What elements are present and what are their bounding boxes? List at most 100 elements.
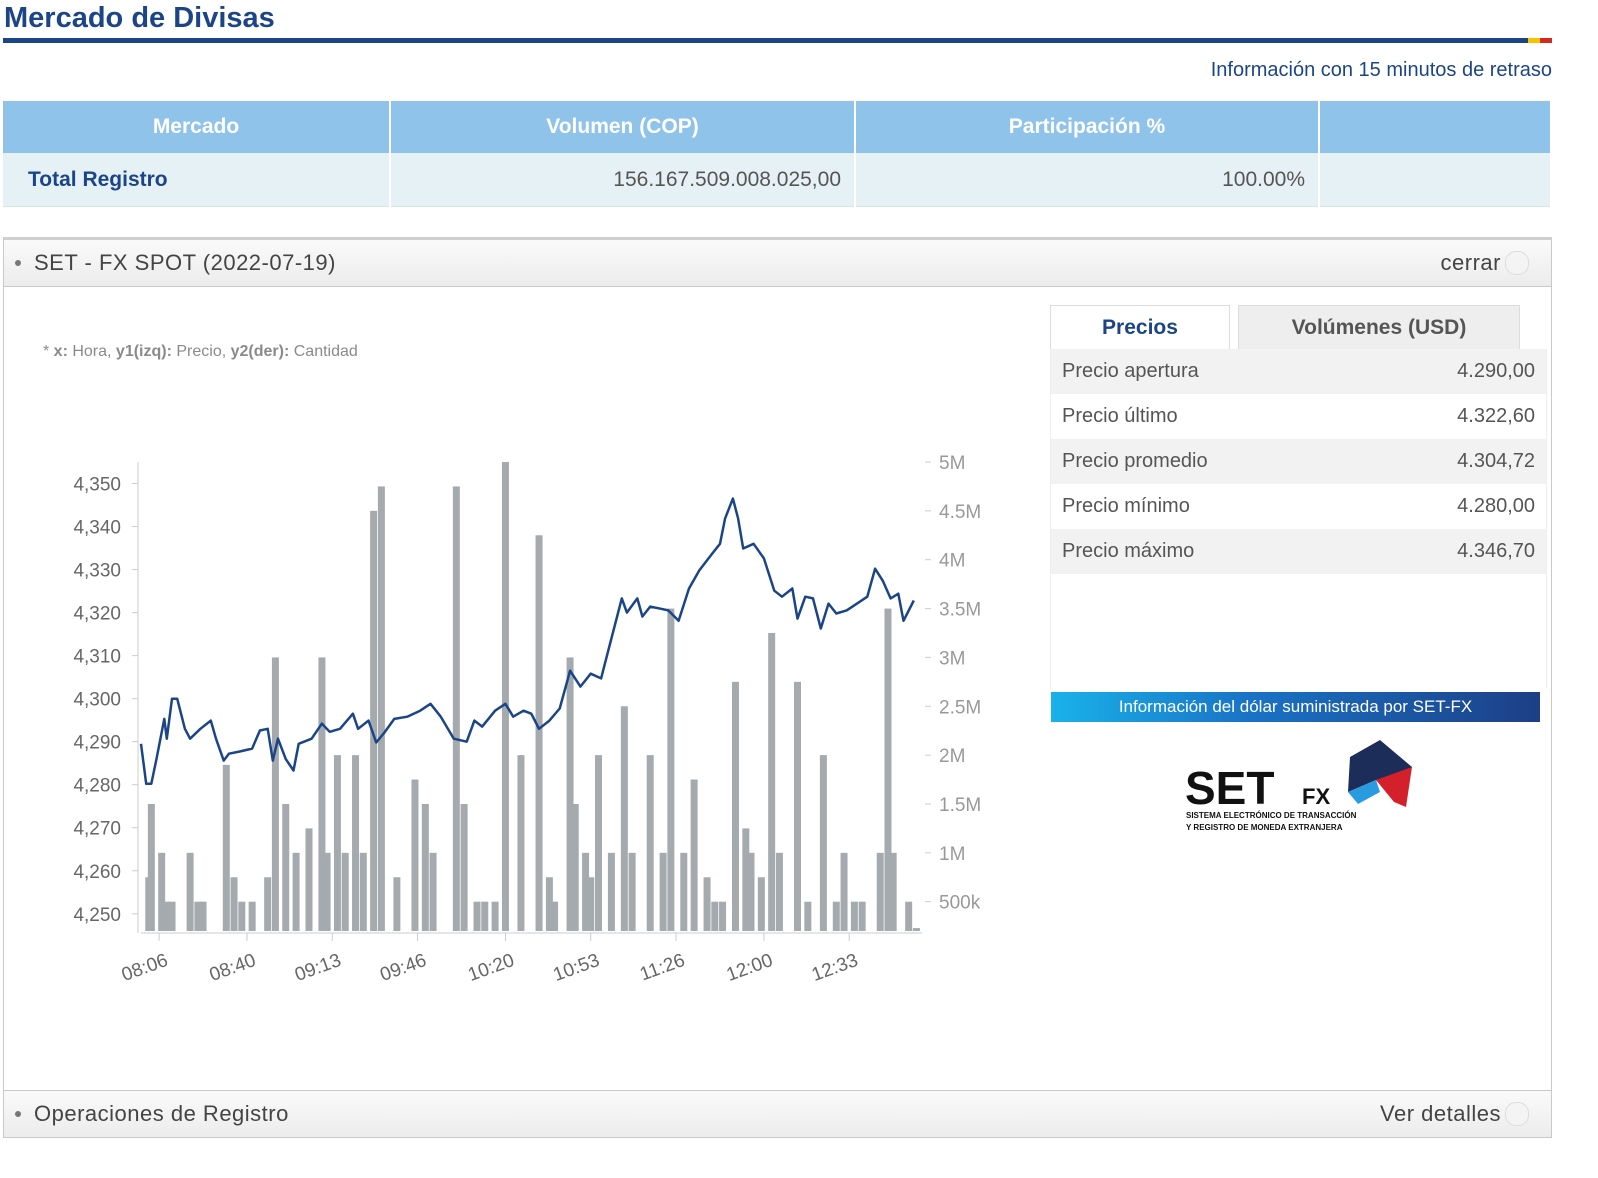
volume-bar bbox=[858, 901, 866, 931]
y2-tick-label: 2.5M bbox=[939, 697, 981, 718]
stat-value: 4.346,70 bbox=[1457, 540, 1535, 562]
panel-body bbox=[3, 285, 1552, 1090]
volume-bar bbox=[359, 852, 367, 931]
table-cell: 156.167.509.008.025,00 bbox=[390, 153, 856, 207]
source-banner: Información del dólar suministrada por S… bbox=[1051, 692, 1540, 722]
x-tick-label: 08:06 bbox=[119, 950, 171, 986]
title-rule bbox=[3, 38, 1552, 43]
stat-row: Precio último 4.322,60 bbox=[1051, 394, 1546, 439]
volume-bar bbox=[912, 928, 920, 931]
stat-row: Precio promedio 4.304,72 bbox=[1051, 439, 1546, 484]
volume-bar bbox=[587, 877, 595, 931]
volume-bar bbox=[163, 901, 171, 931]
volume-bar bbox=[757, 877, 765, 931]
y2-tick-label: 4M bbox=[939, 551, 965, 572]
volume-bar bbox=[370, 510, 378, 931]
volume-bar bbox=[889, 852, 897, 931]
volume-bar bbox=[186, 852, 194, 931]
logo-main: SET bbox=[1185, 762, 1274, 814]
volume-bar bbox=[775, 852, 783, 931]
volume-bar bbox=[703, 877, 711, 931]
details-button[interactable]: Ver detalles bbox=[1380, 1101, 1501, 1126]
column-header: Mercado bbox=[3, 101, 391, 153]
volume-bar bbox=[804, 901, 812, 931]
y-tick-label: 4,330 bbox=[73, 561, 121, 582]
stat-value: 4.304,72 bbox=[1457, 450, 1535, 472]
setfx-logo: SET FX SISTEMA ELECTRÓNICO DE TRANSACCIÓ… bbox=[1185, 740, 1412, 832]
x-tick-label: 09:13 bbox=[292, 950, 344, 986]
volume-bar bbox=[594, 755, 602, 931]
volume-bar bbox=[341, 852, 349, 931]
volume-bar bbox=[323, 852, 331, 931]
column-header bbox=[1319, 101, 1552, 153]
table-cell bbox=[1319, 153, 1552, 207]
volume-bar bbox=[566, 657, 574, 931]
chart: 4,250 4,260 4,270 4,280 4,290 4,300 4,310 4,320… bbox=[73, 453, 981, 986]
volume-bar bbox=[794, 681, 802, 931]
note-part: y2(der): bbox=[230, 343, 290, 360]
y-tick-label: 4,250 bbox=[73, 905, 121, 926]
stat-row: Precio mínimo 4.280,00 bbox=[1051, 484, 1546, 529]
volume-bar bbox=[747, 852, 755, 931]
panel-header[interactable]: SET - FX SPOT (2022-07-19) cerrar bbox=[3, 237, 1552, 287]
y2-tick-label: 1M bbox=[939, 844, 965, 865]
chart-note: * x: Hora, y1(izq): Precio, y2(der): Can… bbox=[43, 343, 358, 361]
x-tick-label: 08:40 bbox=[207, 950, 259, 986]
volume-bar bbox=[551, 901, 559, 931]
tab-active[interactable]: Precios bbox=[1050, 305, 1230, 350]
x-tick-label: 09:46 bbox=[377, 950, 429, 986]
volume-bar bbox=[393, 877, 401, 931]
panel-header[interactable]: Operaciones de Registro Ver detalles bbox=[3, 1090, 1552, 1138]
table-cell: Total Registro bbox=[3, 153, 391, 207]
volume-bar bbox=[194, 901, 202, 931]
y-tick-label: 4,280 bbox=[73, 776, 121, 797]
volume-bar bbox=[607, 852, 615, 931]
volume-bar bbox=[411, 779, 419, 931]
stat-label: Precio máximo bbox=[1062, 540, 1195, 562]
delay-notice: Información con 15 minutos de retraso bbox=[1210, 59, 1552, 81]
summary-table: Mercado Volumen (COP) Participación % To… bbox=[3, 101, 1552, 207]
tab[interactable]: Volúmenes (USD) bbox=[1238, 305, 1520, 350]
stat-value: 4.322,60 bbox=[1457, 405, 1535, 427]
volume-bar bbox=[517, 755, 525, 931]
y2-tick-label: 5M bbox=[939, 453, 965, 474]
volume-bar bbox=[168, 901, 176, 931]
volume-bar bbox=[819, 755, 827, 931]
y2-tick-label: 3M bbox=[939, 648, 965, 669]
close-button[interactable]: cerrar bbox=[1440, 250, 1501, 275]
price-line bbox=[139, 497, 915, 786]
column-header: Volumen (COP) bbox=[390, 101, 856, 153]
volume-bar bbox=[473, 901, 481, 931]
volume-bar bbox=[876, 852, 884, 931]
volume-bar bbox=[271, 657, 279, 931]
volume-bar bbox=[429, 852, 437, 931]
volume-bar bbox=[840, 852, 848, 931]
volume-bar bbox=[571, 803, 579, 931]
stat-label: Precio promedio bbox=[1062, 450, 1208, 472]
volume-bar bbox=[452, 486, 460, 931]
volume-bar bbox=[491, 901, 499, 931]
toggle-icon[interactable] bbox=[1505, 1102, 1529, 1126]
note-part: y1(izq): bbox=[115, 343, 172, 360]
volume-bar bbox=[646, 755, 654, 931]
volume-bar bbox=[352, 755, 360, 931]
volume-bar bbox=[292, 852, 300, 931]
y2-tick-label: 2M bbox=[939, 746, 965, 767]
stat-value: 4.290,00 bbox=[1457, 360, 1535, 382]
logo-shape bbox=[1376, 767, 1412, 807]
page-title: Mercado de Divisas bbox=[4, 2, 275, 34]
volume-bar bbox=[222, 764, 230, 931]
volume-bar bbox=[158, 852, 166, 931]
y-tick-label: 4,340 bbox=[73, 518, 121, 539]
x-tick-label: 12:33 bbox=[809, 950, 861, 986]
volume-bar bbox=[305, 828, 313, 931]
volume-bar bbox=[690, 779, 698, 931]
volume-bar bbox=[377, 486, 385, 931]
volume-bar bbox=[421, 803, 429, 931]
x-tick-label: 10:53 bbox=[551, 950, 603, 986]
y-tick-label: 4,350 bbox=[73, 475, 121, 496]
volume-bar bbox=[333, 755, 341, 931]
toggle-icon[interactable] bbox=[1505, 251, 1529, 275]
x-tick-label: 10:20 bbox=[465, 950, 517, 986]
